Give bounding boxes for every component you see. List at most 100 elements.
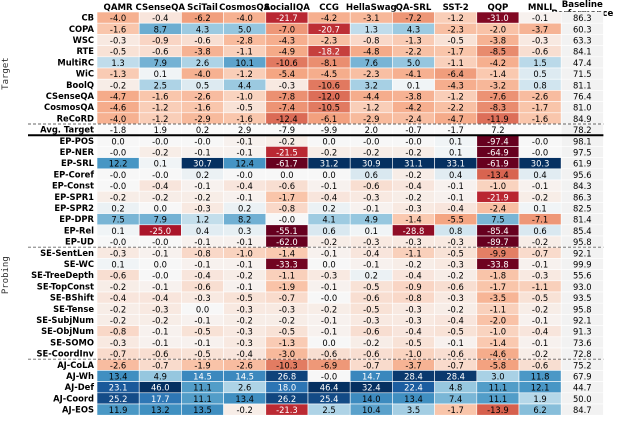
cell-value-ep-const-hellaswag: -0.6 [363, 181, 379, 191]
row-label-aj-def: AJ-Def [65, 382, 95, 392]
cell-value-ep-coref-cosmosqa: -0.0 [237, 170, 253, 180]
cell-value-cb-qa-srl: -7.2 [405, 13, 421, 23]
cell-value-cosmosqa-scitail: -1.6 [194, 103, 210, 113]
row-label-ep-ud: EP-UD [65, 237, 94, 247]
cell-value-cb-qamr: -4.0 [110, 13, 126, 23]
cell-value-ep-pos-mnli: -0.0 [532, 136, 548, 146]
cell-value-aj-def-qqp: 11.1 [489, 383, 508, 393]
cell-value-ep-ner-cosmosqa: -0.1 [237, 148, 253, 158]
row-label-ep-ner: EP-NER [60, 147, 95, 157]
cell-value-aj-eos-csenseqa: 13.2 [151, 405, 170, 415]
cell-value-se-treedepth-qa-srl: -0.4 [405, 271, 421, 281]
cell-value-aj-eos-socialiqa: -21.3 [276, 405, 298, 415]
cell-value-ep-rel-ccg: 0.6 [322, 226, 335, 236]
cell-value-cosmosqa-ccg: -10.5 [318, 103, 340, 113]
cell-value-multirc-mnli: 1.5 [533, 58, 546, 68]
cell-value-se-topconst-qamr: -0.2 [110, 282, 126, 292]
cell-value-wic-sst-2: -6.4 [448, 69, 464, 79]
cell-value-ep-spr2-csenseqa: 0.0 [154, 204, 167, 214]
cell-value-wsc-qqp: -3.8 [490, 36, 506, 46]
cell-value-se-sentlen-mnli: -0.7 [532, 248, 548, 258]
cell-value-ep-rel-baseline-performance: 85.4 [573, 226, 592, 236]
cell-value-ep-srl-qamr: 12.2 [109, 159, 128, 169]
cell-value-aj-wh-cosmosqa: 14.5 [235, 372, 254, 382]
cell-value-aj-wh-scitail: 14.5 [193, 372, 212, 382]
cell-value-ep-spr2-hellaswag: -0.1 [363, 204, 379, 214]
cell-value-aj-coord-qqp: 11.1 [489, 394, 508, 404]
row-label-wsc: WSC [73, 35, 94, 45]
cell-value-se-subjnum-socialiqa: -0.2 [279, 316, 295, 326]
cell-value-boolq-baseline-performance: 81.1 [573, 80, 592, 90]
cell-value-ep-srl-sst-2: 33.1 [446, 159, 465, 169]
cell-value-aj-def-ccg: 46.4 [320, 383, 339, 393]
cell-value-ep-spr1-csenseqa: -0.2 [152, 192, 168, 202]
cell-value-ep-coref-mnli: 0.4 [533, 170, 546, 180]
cell-value-ep-dpr-socialiqa: -0.0 [279, 215, 295, 225]
cell-value-se-bshift-qqp: -3.5 [490, 293, 506, 303]
cell-value-avg-target-qamr: -1.8 [110, 125, 126, 135]
cell-value-ep-srl-qa-srl: 31.1 [404, 159, 423, 169]
row-label-aj-coord: AJ-Coord [53, 393, 94, 403]
cell-value-avg-target-scitail: 0.2 [196, 125, 209, 135]
cell-value-ep-srl-hellaswag: 30.9 [362, 159, 381, 169]
cell-value-ep-const-sst-2: -0.1 [448, 181, 464, 191]
cell-value-multirc-baseline-performance: 47.4 [573, 58, 592, 68]
cell-value-se-wc-socialiqa: -33.3 [276, 260, 298, 270]
cell-value-aj-wh-socialiqa: 26.8 [278, 372, 297, 382]
cell-value-aj-coord-mnli: 1.9 [533, 394, 546, 404]
cell-value-se-topconst-ccg: -0.1 [321, 282, 337, 292]
row-label-se-bshift: SE-BShift [50, 293, 94, 303]
cell-value-se-somo-socialiqa: -1.3 [279, 338, 295, 348]
cell-value-se-coordinv-mnli: -0.2 [532, 349, 548, 359]
cell-value-se-sentlen-qa-srl: -1.1 [405, 248, 421, 258]
cell-value-record-ccg: -6.1 [321, 114, 337, 124]
cell-value-copa-scitail: 4.3 [196, 24, 209, 34]
cell-value-ep-coref-csenseqa: -0.0 [152, 170, 168, 180]
cell-value-cb-sst-2: -1.2 [448, 13, 464, 23]
cell-value-ep-coref-qamr: -0.0 [110, 170, 126, 180]
cell-value-ep-spr1-scitail: -0.2 [194, 192, 210, 202]
cell-value-aj-cola-socialiqa: -10.3 [276, 360, 298, 370]
row-label-copa: COPA [69, 24, 95, 34]
cell-value-se-treedepth-qamr: -0.6 [110, 271, 126, 281]
cell-value-ep-coref-scitail: 0.2 [196, 170, 209, 180]
cell-value-aj-eos-scitail: 13.5 [193, 405, 212, 415]
cell-value-se-wc-baseline-performance: 99.9 [573, 260, 592, 270]
cell-value-wic-mnli: 0.5 [533, 69, 546, 79]
cell-value-rte-qqp: -8.5 [490, 47, 506, 57]
cell-value-ep-ner-sst-2: 0.1 [449, 148, 462, 158]
cell-value-se-bshift-mnli: -0.5 [532, 293, 548, 303]
cell-value-ep-rel-csenseqa: -25.0 [149, 226, 171, 236]
cell-value-se-tense-socialiqa: -0.3 [279, 304, 295, 314]
cell-value-record-qamr: -4.0 [110, 114, 126, 124]
cell-value-ep-pos-qamr: 0.0 [111, 136, 124, 146]
cell-value-se-objnum-csenseqa: -0.1 [152, 327, 168, 337]
cell-value-aj-def-scitail: 11.1 [193, 383, 212, 393]
cell-value-se-sentlen-scitail: -0.8 [194, 248, 210, 258]
cell-value-ep-rel-scitail: 0.4 [196, 226, 209, 236]
cell-value-se-subjnum-qa-srl: -0.3 [405, 316, 421, 326]
group-labels: Target Probing [1, 57, 11, 294]
cell-value-aj-def-qamr: 23.1 [109, 383, 128, 393]
row-label-ep-rel: EP-Rel [64, 225, 94, 235]
cell-value-boolq-csenseqa: 2.5 [154, 80, 167, 90]
cell-value-copa-ccg: -20.7 [318, 24, 340, 34]
cell-value-boolq-qamr: -0.2 [110, 80, 126, 90]
cell-value-aj-def-sst-2: 4.8 [449, 383, 462, 393]
cell-value-cb-csenseqa: -0.4 [152, 13, 168, 23]
cell-value-csenseqa-qamr: -4.7 [110, 92, 126, 102]
cell-value-aj-def-csenseqa: 46.0 [151, 383, 170, 393]
cell-value-boolq-cosmosqa: 4.4 [238, 80, 251, 90]
cell-value-se-treedepth-qqp: -1.8 [490, 271, 506, 281]
cell-value-ep-spr2-ccg: 0.2 [322, 204, 335, 214]
cell-value-csenseqa-hellaswag: -4.4 [363, 92, 379, 102]
cell-value-wic-cosmosqa: -1.2 [237, 69, 253, 79]
cell-value-avg-target-qa-srl: -0.7 [405, 125, 421, 135]
cell-value-aj-def-baseline-performance: 44.7 [573, 383, 592, 393]
cell-value-ep-spr1-qamr: -0.2 [110, 192, 126, 202]
cell-value-se-tense-sst-2: -0.2 [448, 304, 464, 314]
cell-value-aj-cola-csenseqa: -0.7 [152, 360, 168, 370]
cell-value-wic-csenseqa: 0.1 [154, 69, 167, 79]
cell-value-ep-spr2-qqp: -2.4 [490, 204, 506, 214]
cell-value-se-bshift-qamr: -0.4 [110, 293, 126, 303]
